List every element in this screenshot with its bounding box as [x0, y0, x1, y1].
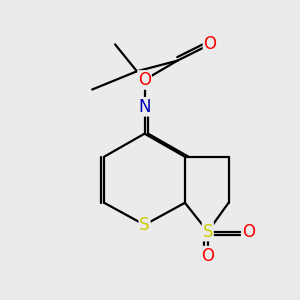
Text: S: S — [139, 216, 150, 234]
Text: O: O — [242, 223, 255, 241]
Text: N: N — [138, 98, 151, 116]
Text: S: S — [202, 223, 213, 241]
Text: O: O — [203, 35, 217, 53]
Text: O: O — [201, 247, 214, 265]
Text: O: O — [138, 71, 151, 89]
